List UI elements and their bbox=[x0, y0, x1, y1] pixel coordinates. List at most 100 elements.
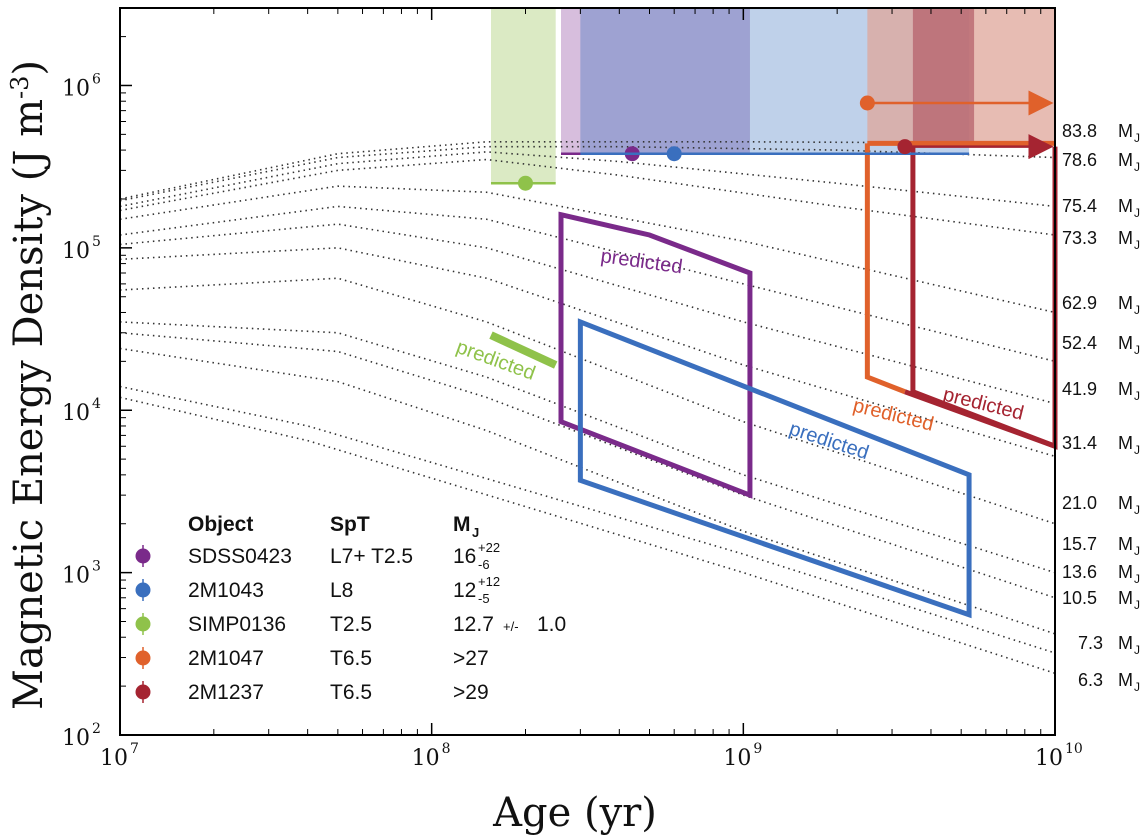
y-tick-label: 10 bbox=[62, 239, 90, 264]
mass-label-unit: M bbox=[1118, 562, 1133, 582]
data-point-2m1237 bbox=[897, 139, 913, 155]
mass-label-unit: M bbox=[1118, 333, 1133, 353]
predicted-label-2m1043: predicted bbox=[786, 418, 871, 464]
mass-label-value: 62.9 bbox=[1062, 293, 1097, 313]
legend-mass-err-up: +12 bbox=[478, 574, 500, 589]
age-band-2m1237 bbox=[912, 8, 975, 147]
y-tick-exponent: 3 bbox=[92, 559, 101, 575]
mass-label-value: 10.5 bbox=[1062, 588, 1097, 608]
mass-label-subscript: J bbox=[1134, 503, 1140, 517]
mass-label-value: 13.6 bbox=[1062, 562, 1097, 582]
legend-mass-err-up: +22 bbox=[478, 540, 500, 555]
y-tick-exponent: 6 bbox=[92, 71, 101, 87]
x-tick-label: 10 bbox=[412, 746, 440, 771]
mass-label-subscript: J bbox=[1134, 598, 1140, 612]
mass-label-subscript: J bbox=[1134, 389, 1140, 403]
legend-marker-2m1043 bbox=[135, 582, 151, 598]
mass-label-unit: M bbox=[1118, 196, 1133, 216]
y-tick-exponent: 2 bbox=[92, 721, 101, 737]
legend-object-2m1237: 2M1237 bbox=[188, 681, 264, 704]
predicted-label-simp0136: predicted bbox=[453, 336, 538, 385]
data-points bbox=[490, 90, 1054, 191]
mass-track-83-8 bbox=[119, 140, 1056, 200]
legend-marker-2m1047 bbox=[135, 650, 151, 666]
legend-marker-sdss0423 bbox=[135, 548, 151, 564]
y-tick-exponent: 5 bbox=[92, 234, 101, 250]
legend-object-simp0136: SIMP0136 bbox=[188, 613, 286, 636]
mass-label-unit: M bbox=[1118, 150, 1133, 170]
mass-label-unit: M bbox=[1118, 588, 1133, 608]
mass-label-subscript: J bbox=[1134, 680, 1140, 694]
mass-label-subscript: J bbox=[1134, 303, 1140, 317]
legend-header-mass: M bbox=[453, 513, 471, 536]
y-tick-label: 10 bbox=[62, 76, 90, 101]
age-band-overlap bbox=[580, 8, 750, 154]
mass-label-unit: M bbox=[1118, 670, 1133, 690]
mass-tracks bbox=[119, 140, 1056, 675]
legend-object-sdss0423: SDSS0423 bbox=[188, 545, 292, 568]
mass-track-7-3 bbox=[119, 385, 1056, 654]
data-point-simp0136 bbox=[517, 175, 533, 191]
mass-label-unit: M bbox=[1118, 493, 1133, 513]
x-tick-exponent: 7 bbox=[130, 741, 139, 757]
mass-label-value: 41.9 bbox=[1062, 379, 1097, 399]
y-axis-title: Magnetic Energy Density (J m-3) bbox=[6, 60, 52, 710]
data-point-2m1047 bbox=[859, 95, 875, 111]
mass-track-labels: 83.8 M J78.6 M J75.4 M J73.3 M J62.9 M J52.4 … bbox=[1062, 121, 1140, 694]
legend-header-object: Object bbox=[188, 513, 253, 536]
mass-label-subscript: J bbox=[1134, 160, 1140, 174]
mass-label-subscript: J bbox=[1134, 131, 1140, 145]
mass-label-value: 75.4 bbox=[1062, 196, 1097, 216]
x-tick-exponent: 10 bbox=[1065, 741, 1083, 757]
legend-mass-sdss0423: 16 bbox=[453, 545, 476, 568]
predicted-region-2m1047 bbox=[864, 143, 906, 395]
legend-mass-2m1043: 12 bbox=[453, 579, 476, 602]
legend-mass-err-down: -5 bbox=[478, 591, 490, 606]
predicted-region-sdss0423 bbox=[558, 211, 753, 499]
mass-label-subscript: J bbox=[1134, 572, 1140, 586]
mass-track-13-6 bbox=[119, 331, 1056, 599]
legend-marker-simp0136 bbox=[135, 616, 151, 632]
mass-label-subscript: J bbox=[1134, 443, 1140, 457]
mass-track-52-4 bbox=[119, 205, 1056, 363]
mass-label-value: 78.6 bbox=[1062, 150, 1097, 170]
legend-spt-2m1047: T6.5 bbox=[330, 647, 372, 670]
data-point-2m1043 bbox=[666, 146, 682, 162]
predicted-region-2m1043 bbox=[577, 318, 972, 619]
mass-label-unit: M bbox=[1118, 633, 1133, 653]
x-tick-label: 10 bbox=[723, 746, 751, 771]
mass-label-value: 7.3 bbox=[1078, 633, 1103, 653]
mass-label-value: 31.4 bbox=[1062, 433, 1097, 453]
predicted-region-2m1237-bottom bbox=[904, 389, 1056, 449]
legend-mass-pm: +/- bbox=[503, 619, 519, 634]
x-tick-exponent: 8 bbox=[442, 741, 451, 757]
x-axis: 10 7 10 8 10 9 10 10 bbox=[100, 8, 1083, 771]
legend-object-2m1047: 2M1047 bbox=[188, 647, 264, 670]
mass-label-subscript: J bbox=[1134, 643, 1140, 657]
plot-frame bbox=[119, 7, 1056, 736]
mass-track-75-4 bbox=[119, 151, 1056, 208]
mass-label-subscript: J bbox=[1134, 206, 1140, 220]
legend-mass-2m1047: >27 bbox=[453, 647, 489, 670]
mass-label-unit: M bbox=[1118, 293, 1133, 313]
mass-label-unit: M bbox=[1118, 534, 1133, 554]
legend: Object SpT M J SDSS0423 L7+ T2.5 16 +22 -6 2M1043… bbox=[135, 513, 566, 704]
legend-spt-sdss0423: L7+ T2.5 bbox=[330, 545, 413, 568]
legend-mass-simp0136: 12.7 bbox=[453, 613, 494, 636]
legend-spt-2m1043: L8 bbox=[330, 579, 353, 602]
y-tick-label: 10 bbox=[62, 401, 90, 426]
legend-mass-err-down: -6 bbox=[478, 557, 490, 572]
legend-header-spt: SpT bbox=[330, 513, 370, 536]
x-tick-label: 10 bbox=[100, 746, 128, 771]
mass-label-value: 52.4 bbox=[1062, 333, 1097, 353]
mass-track-31-4 bbox=[119, 247, 1056, 458]
x-tick-label: 10 bbox=[1035, 746, 1063, 771]
mass-label-subscript: J bbox=[1134, 238, 1140, 252]
mass-label-value: 21.0 bbox=[1062, 493, 1097, 513]
mass-label-unit: M bbox=[1118, 228, 1133, 248]
mass-label-value: 73.3 bbox=[1062, 228, 1097, 248]
mass-label-subscript: J bbox=[1134, 343, 1140, 357]
mass-label-value: 15.7 bbox=[1062, 534, 1097, 554]
